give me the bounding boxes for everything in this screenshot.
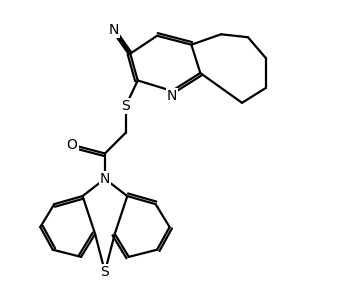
Text: O: O: [67, 138, 78, 151]
Text: N: N: [100, 172, 110, 186]
Text: S: S: [101, 265, 109, 279]
Text: N: N: [108, 23, 119, 37]
Text: N: N: [167, 89, 177, 103]
Text: S: S: [121, 99, 130, 113]
